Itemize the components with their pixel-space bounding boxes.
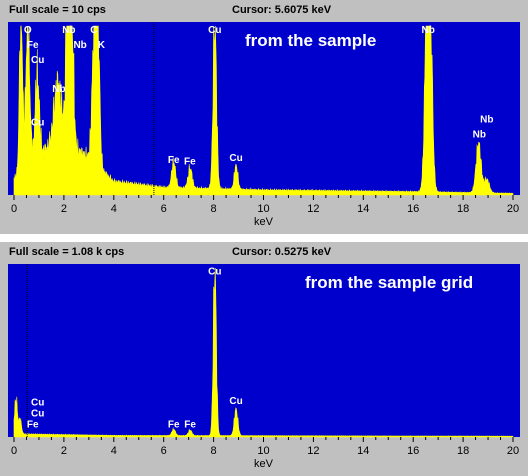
spectrum-panel-sample: Full scale = 10 cps Cursor: 5.6075 keV f… xyxy=(0,0,528,234)
peak-label: Cu xyxy=(208,266,221,277)
x-tick-label: 12 xyxy=(307,445,319,457)
spectrum-panel-grid: Full scale = 1.08 k cps Cursor: 0.5275 k… xyxy=(0,242,528,476)
panel-header: Full scale = 10 cps Cursor: 5.6075 keV xyxy=(0,0,528,20)
x-tick-label: 10 xyxy=(257,445,269,457)
panel-annotation: from the sample xyxy=(245,31,376,50)
spectrum-series xyxy=(13,267,514,438)
x-tick-label: 18 xyxy=(457,445,469,457)
plot-area xyxy=(8,264,520,437)
x-tick-label: 0 xyxy=(11,203,17,215)
peak-label: Nb xyxy=(480,114,493,125)
x-tick-label: 16 xyxy=(407,445,419,457)
peak-label: Fe xyxy=(168,420,180,431)
peak-label: C xyxy=(90,25,97,36)
peak-label: Fe xyxy=(168,155,180,166)
x-tick-label: 0 xyxy=(11,445,17,457)
full-scale-readout: Full scale = 1.08 k cps xyxy=(9,246,125,258)
cursor-readout: Cursor: 0.5275 keV xyxy=(232,246,332,258)
x-tick-label: 18 xyxy=(457,203,469,215)
peak-label: Cu xyxy=(31,55,44,66)
x-axis-label: keV xyxy=(254,216,274,228)
panel-header: Full scale = 1.08 k cps Cursor: 0.5275 k… xyxy=(0,242,528,262)
peak-label: Nb xyxy=(421,25,434,36)
peak-label: O xyxy=(24,25,32,36)
x-tick-label: 10 xyxy=(257,203,269,215)
peak-label: Fe xyxy=(184,420,196,431)
x-tick-label: 2 xyxy=(61,445,67,457)
spectrum-series xyxy=(13,25,514,196)
x-tick-label: 6 xyxy=(161,445,167,457)
peak-label: Nb xyxy=(52,84,65,95)
peak-label: Cu xyxy=(208,25,221,36)
x-tick-label: 12 xyxy=(307,203,319,215)
peak-label: Nb xyxy=(62,25,75,36)
panel-annotation: from the sample grid xyxy=(305,273,473,292)
x-tick-label: 20 xyxy=(507,203,519,215)
x-tick-label: 20 xyxy=(507,445,519,457)
peak-label: Cu xyxy=(229,153,242,164)
full-scale-readout: Full scale = 10 cps xyxy=(9,4,106,16)
x-tick-label: 8 xyxy=(211,203,217,215)
peak-label: Cu xyxy=(31,398,44,409)
peak-label: Cu xyxy=(31,409,44,420)
peak-label: Nb xyxy=(73,40,86,51)
x-tick-label: 16 xyxy=(407,203,419,215)
x-tick-label: 4 xyxy=(111,203,117,215)
x-tick-label: 6 xyxy=(161,203,167,215)
peak-label: Fe xyxy=(184,157,196,168)
peak-label: Fe xyxy=(27,420,39,431)
peak-label: Nb xyxy=(473,130,486,141)
spectrum-chart-sample[interactable]: from the sample O Fe Cu Nb Nb Nb Cu CK Cu Fe Fe Cu Nb… xyxy=(0,20,528,234)
x-tick-label: 14 xyxy=(357,203,369,215)
x-tick-label: 4 xyxy=(111,445,117,457)
peak-label: Cu xyxy=(229,396,242,407)
peak-label: Cu xyxy=(31,118,44,129)
x-tick-label: 2 xyxy=(61,203,67,215)
x-axis-label: keV xyxy=(254,458,274,470)
x-tick-label: 14 xyxy=(357,445,369,457)
peak-label: Fe xyxy=(27,40,39,51)
peak-label: K xyxy=(98,40,106,51)
cursor-readout: Cursor: 5.6075 keV xyxy=(232,4,332,16)
x-tick-label: 8 xyxy=(211,445,217,457)
